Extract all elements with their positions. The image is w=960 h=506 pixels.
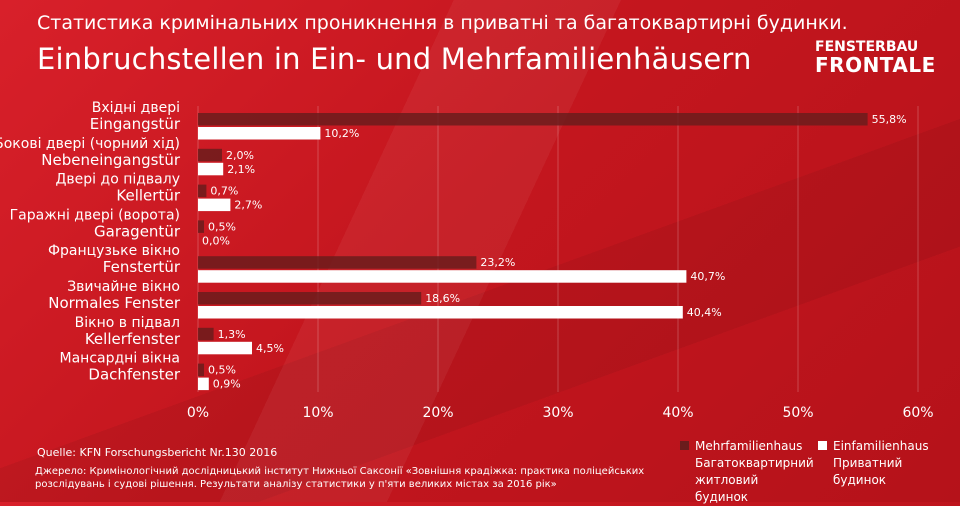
bar-single-3 bbox=[198, 198, 231, 212]
category-label-uk: Двері до підвалу bbox=[55, 172, 180, 188]
bar-multi-6 bbox=[198, 292, 422, 305]
legend-label-multi-uk: Багатоквартирний житловий будинок bbox=[695, 456, 814, 504]
fensterbau-frontale-logo: FENSTERBAU FRONTALE bbox=[815, 40, 936, 75]
x-tick-label: 40% bbox=[662, 405, 693, 421]
category-label-de: Kellerfenster bbox=[85, 330, 181, 348]
x-tick-label: 50% bbox=[782, 405, 813, 421]
category-label-de: Eingangstür bbox=[90, 115, 181, 133]
data-label: 40,7% bbox=[690, 270, 725, 283]
category-label-uk: Французьке вікно bbox=[48, 243, 180, 259]
bar-single-2 bbox=[198, 162, 224, 176]
category-label-uk: Вхідні двері bbox=[92, 100, 180, 116]
bar-single-7 bbox=[198, 341, 252, 355]
bar-multi-8 bbox=[198, 363, 204, 377]
data-label: 18,6% bbox=[425, 292, 460, 305]
category-label-uk: Вікно в підвал bbox=[75, 315, 180, 331]
bar-multi-7 bbox=[198, 327, 214, 341]
title-german: Einbruchstellen in Ein- und Mehrfamilien… bbox=[37, 42, 752, 76]
category-label-de: Normales Fenster bbox=[48, 294, 181, 312]
legend-label-single-de: Einfamilienhaus bbox=[833, 439, 929, 453]
category-label-de: Fenstertür bbox=[103, 258, 181, 276]
data-label: 0,0% bbox=[202, 234, 230, 247]
category-label-uk: Гаражні двері (ворота) bbox=[10, 207, 180, 223]
logo-line-2: FRONTALE bbox=[815, 53, 936, 77]
category-label-de: Nebeneingangstür bbox=[41, 151, 181, 169]
category-label-de: Dachfenster bbox=[88, 366, 180, 384]
data-label: 40,4% bbox=[687, 306, 722, 319]
bar-multi-3 bbox=[198, 184, 207, 198]
x-tick-label: 30% bbox=[542, 405, 573, 421]
data-label: 1,3% bbox=[218, 328, 246, 341]
data-label: 2,7% bbox=[234, 199, 262, 212]
legend-label-multi-de: Mehrfamilienhaus bbox=[695, 439, 803, 453]
bar-multi-1 bbox=[198, 113, 868, 126]
legend-item-multi: Mehrfamilienhaus Багатоквартирний житлов… bbox=[680, 438, 815, 506]
category-label-uk: Мансардні вікна bbox=[60, 351, 180, 367]
legend-item-single: Einfamilienhaus Приватний будинок bbox=[818, 438, 929, 489]
data-label: 2,1% bbox=[227, 163, 255, 176]
category-label-uk: Звичайне вікно bbox=[67, 279, 180, 295]
source-ukrainian: Джерело: Кримінологічний дослідницький і… bbox=[35, 466, 645, 490]
data-label: 2,0% bbox=[226, 149, 254, 162]
category-label-uk: Бокові двері (чорний хід) bbox=[0, 136, 180, 152]
bar-multi-5 bbox=[198, 256, 477, 269]
data-label: 10,2% bbox=[324, 127, 359, 140]
source-german: Quelle: KFN Forschungsbericht Nr.130 201… bbox=[37, 446, 278, 459]
data-label: 55,8% bbox=[872, 113, 907, 126]
data-label: 23,2% bbox=[480, 256, 515, 269]
legend-swatch-multi bbox=[680, 441, 689, 450]
bar-single-1 bbox=[198, 127, 321, 140]
title-ukrainian: Статистика кримінальних проникнення в пр… bbox=[37, 12, 848, 34]
bar-single-5 bbox=[198, 270, 687, 283]
x-tick-label: 20% bbox=[422, 405, 453, 421]
category-label-de: Garagentür bbox=[94, 222, 181, 240]
x-tick-label: 10% bbox=[302, 405, 333, 421]
bar-multi-4 bbox=[198, 220, 204, 233]
legend-label-single-uk: Приватний будинок bbox=[833, 456, 903, 487]
x-tick-label: 60% bbox=[902, 405, 933, 421]
bar-multi-2 bbox=[198, 148, 222, 162]
data-label: 0,7% bbox=[210, 185, 238, 198]
category-label-de: Kellertür bbox=[116, 187, 180, 205]
data-label: 0,5% bbox=[208, 220, 236, 233]
data-label: 0,5% bbox=[208, 364, 236, 377]
bar-single-8 bbox=[198, 377, 209, 391]
data-label: 4,5% bbox=[256, 342, 284, 355]
x-tick-label: 0% bbox=[187, 405, 209, 421]
bar-single-6 bbox=[198, 306, 683, 319]
data-label: 0,9% bbox=[213, 378, 241, 391]
legend-swatch-single bbox=[818, 441, 827, 450]
logo-line-1: FENSTERBAU bbox=[815, 39, 919, 55]
